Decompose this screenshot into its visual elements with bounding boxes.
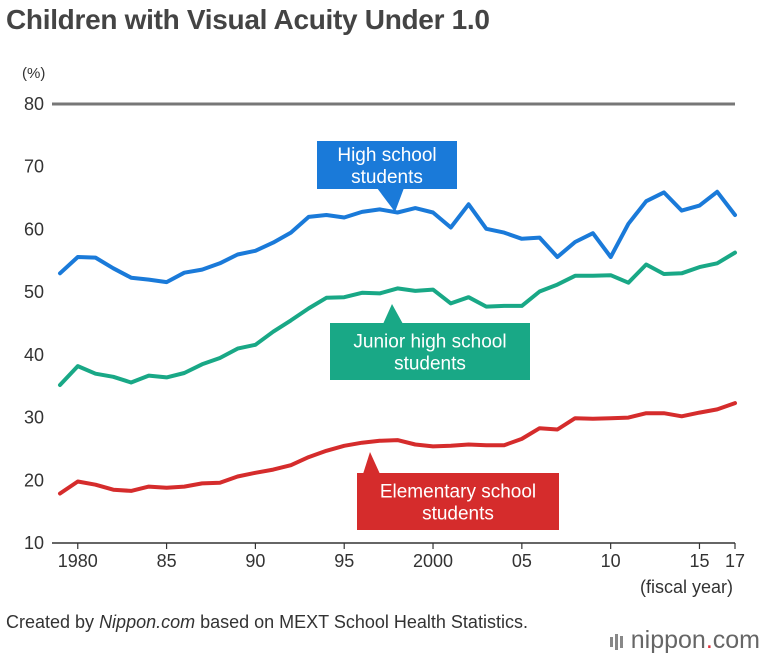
credit-suffix: based on MEXT School Health Statistics. xyxy=(195,612,528,632)
x-tick-label-17: 17 xyxy=(725,551,745,571)
credit-source: Nippon.com xyxy=(99,612,196,632)
x-tick-label-2000: 2000 xyxy=(413,551,453,571)
credit-prefix: Created by xyxy=(6,612,100,632)
y-tick-label-40: 40 xyxy=(24,345,44,365)
y-axis-unit-label: (%) xyxy=(22,65,45,82)
series-line-0 xyxy=(58,189,737,285)
y-tick-label-60: 60 xyxy=(24,219,44,239)
logo-bars-icon xyxy=(609,627,625,656)
callout-text-0-1: students xyxy=(351,167,423,188)
logo-tld: com xyxy=(712,626,760,654)
series-line-1 xyxy=(58,250,737,387)
source-credit: Created by Nippon.com based on MEXT Scho… xyxy=(6,612,566,633)
y-tick-label-50: 50 xyxy=(24,282,44,302)
callout-box-2 xyxy=(357,473,559,530)
chart-title: Children with Visual Acuity Under 1.0 xyxy=(6,4,490,35)
x-tick-label-85: 85 xyxy=(157,551,177,571)
callout-text-0-0: High school xyxy=(337,145,436,166)
callout-pointer-2 xyxy=(363,452,380,474)
callout-text-1-1: students xyxy=(394,354,466,375)
logo-dot: . xyxy=(705,626,713,654)
x-tick-label-05: 05 xyxy=(512,551,532,571)
callout-text-2-1: students xyxy=(422,504,494,525)
x-tick-label-1980: 1980 xyxy=(58,551,98,571)
x-axis-ticks: 1980 85 90 95 2000 05 10 15 17 xyxy=(58,543,745,571)
callout-text-2-0: Elementary school xyxy=(380,482,536,503)
series-lines xyxy=(58,189,737,496)
callout-pointer-1 xyxy=(383,304,403,324)
y-axis-ticks: 10 20 30 40 50 60 70 80 xyxy=(24,94,44,553)
x-axis-label: (fiscal year) xyxy=(640,577,733,597)
series-line-2 xyxy=(58,401,737,496)
x-tick-label-95: 95 xyxy=(334,551,354,571)
callout-pointer-0 xyxy=(377,188,404,212)
x-tick-label-15: 15 xyxy=(689,551,709,571)
y-tick-label-30: 30 xyxy=(24,408,44,428)
y-tick-label-20: 20 xyxy=(24,470,44,490)
nippon-logo: nippon.com xyxy=(609,626,760,656)
y-tick-label-80: 80 xyxy=(24,94,44,114)
gridlines xyxy=(52,102,735,544)
x-tick-label-90: 90 xyxy=(245,551,265,571)
callout-box-0 xyxy=(317,141,457,189)
logo-name: nippon xyxy=(630,626,706,654)
callout-text-1-0: Junior high school xyxy=(353,332,506,353)
y-tick-label-10: 10 xyxy=(24,533,44,553)
callout-box-1 xyxy=(330,323,530,380)
x-tick-label-10: 10 xyxy=(601,551,621,571)
y-tick-label-70: 70 xyxy=(24,157,44,177)
